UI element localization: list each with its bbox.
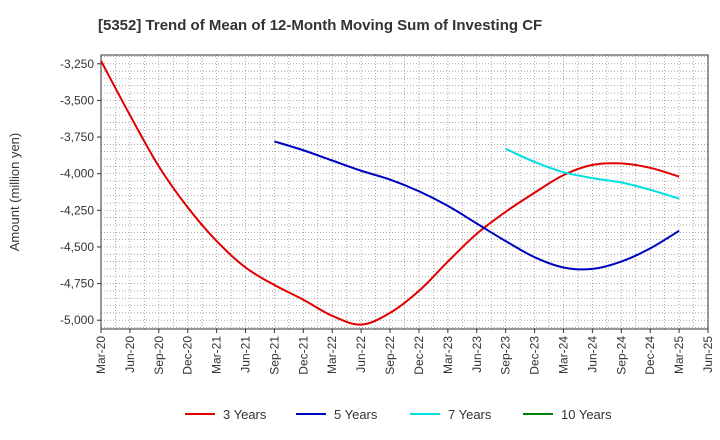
x-tick-label: Jun-21 [239, 336, 253, 373]
legend-label: 5 Years [334, 407, 378, 422]
x-tick-label: Sep-24 [614, 336, 628, 375]
legend: 3 Years 5 Years 7 Years 10 Years [185, 407, 612, 422]
x-tick-label: Jun-20 [123, 336, 137, 373]
x-tick-label: Mar-22 [325, 336, 339, 374]
y-axis-ticks: -3,250 -3,500 -3,750 -4,000 -4,250 -4,500 -4,7… [60, 57, 101, 327]
y-tick-label: -4,750 [60, 277, 94, 291]
grid-lines [100, 55, 709, 329]
x-tick-label: Mar-24 [556, 336, 570, 374]
legend-label: 10 Years [561, 407, 612, 422]
legend-label: 7 Years [448, 407, 492, 422]
y-tick-label: -5,000 [60, 313, 94, 327]
plot-area [100, 54, 709, 330]
x-tick-label: Jun-25 [701, 336, 715, 373]
x-tick-label: Mar-21 [210, 336, 224, 374]
x-tick-label: Dec-20 [181, 336, 195, 375]
legend-label: 3 Years [223, 407, 267, 422]
series-lines [100, 60, 680, 326]
x-tick-label: Dec-23 [528, 336, 542, 375]
chart-title: [5352] Trend of Mean of 12-Month Moving … [98, 17, 542, 34]
y-tick-label: -3,750 [60, 130, 94, 144]
x-tick-label: Sep-22 [383, 336, 397, 375]
x-tick-label: Dec-24 [643, 336, 657, 375]
y-tick-label: -3,250 [60, 57, 94, 71]
x-tick-label: Mar-23 [441, 336, 455, 374]
y-tick-label: -4,250 [60, 203, 94, 217]
series-line-7-years [505, 147, 680, 200]
x-tick-label: Jun-22 [354, 336, 368, 373]
y-tick-label: -4,000 [60, 167, 94, 181]
x-tick-label: Dec-21 [296, 336, 310, 375]
x-tick-label: Dec-22 [412, 336, 426, 375]
y-axis-label: Amount (million yen) [7, 133, 22, 252]
x-tick-label: Sep-23 [499, 336, 513, 375]
x-tick-label: Mar-20 [94, 336, 108, 374]
series-line-3-years [100, 60, 680, 326]
y-tick-label: -3,500 [60, 93, 94, 107]
x-tick-label: Mar-25 [672, 336, 686, 374]
x-tick-label: Jun-24 [585, 336, 599, 373]
x-tick-label: Sep-20 [152, 336, 166, 375]
x-tick-label: Sep-21 [267, 336, 281, 375]
x-tick-label: Jun-23 [470, 336, 484, 373]
x-axis-ticks: Mar-20 Jun-20 Sep-20 Dec-20 Mar-21 Jun-21 Sep-… [94, 329, 715, 375]
y-tick-label: -4,500 [60, 240, 94, 254]
series-line-5-years [274, 140, 680, 271]
